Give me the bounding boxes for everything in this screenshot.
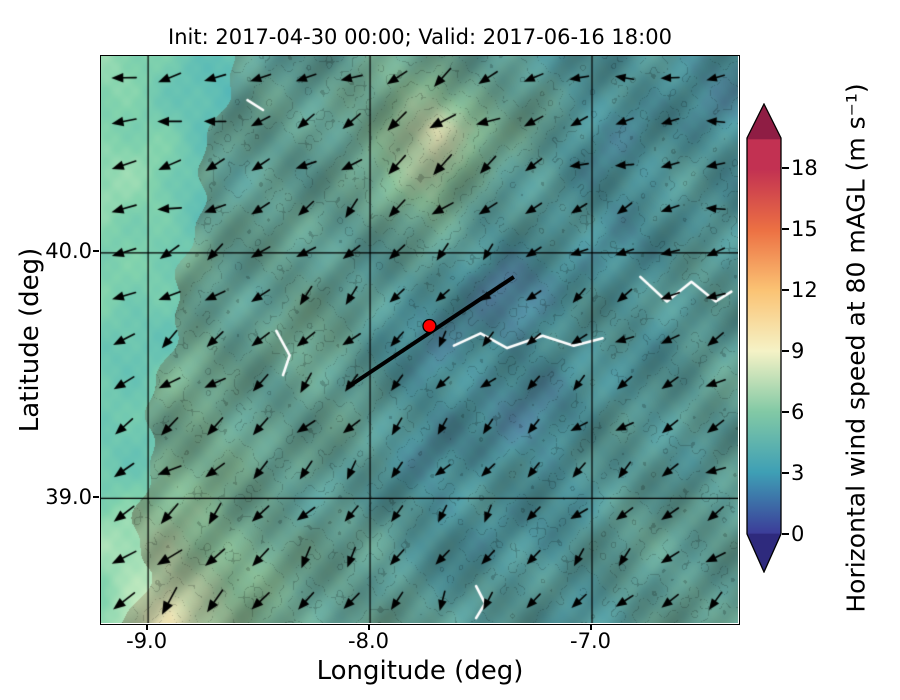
colorbar-gradient-bar xyxy=(746,103,782,573)
colorbar-tick-mark xyxy=(782,350,789,353)
colorbar-tick-label: 0 xyxy=(791,522,805,546)
x-tick-mark xyxy=(367,624,370,630)
y-tick-label: 39.0 xyxy=(45,484,92,509)
y-axis-label: Latitude (deg) xyxy=(15,247,45,433)
colorbar-tick-label: 15 xyxy=(791,217,818,242)
colorbar-extend-pentagon xyxy=(746,103,782,573)
x-tick-label: -7.0 xyxy=(570,629,611,653)
colorbar-label: Horizontal wind speed at 80 mAGL (m s⁻¹) xyxy=(841,83,871,613)
y-tick-mark xyxy=(93,495,99,498)
colorbar-tick-label: 18 xyxy=(791,156,818,181)
colorbar-tick-label: 12 xyxy=(791,278,818,303)
x-axis-label: Longitude (deg) xyxy=(316,656,524,686)
x-tick-label: -9.0 xyxy=(126,629,168,653)
colorbar-tick-mark xyxy=(782,411,789,414)
y-tick-label: 40.0 xyxy=(45,239,92,264)
colorbar-tick-label: 6 xyxy=(791,400,805,425)
colorbar-tick-mark xyxy=(782,472,789,475)
colorbar-tick-label: 3 xyxy=(791,461,805,486)
colorbar-tick-mark xyxy=(782,289,789,292)
colorbar-tick-mark xyxy=(782,228,789,231)
colorbar-tick-mark xyxy=(782,533,789,535)
colorbar-tick-mark xyxy=(782,167,789,170)
plot-title: Init: 2017-04-30 00:00; Valid: 2017-06-1… xyxy=(168,25,672,49)
site-marker xyxy=(422,318,437,334)
y-tick-mark xyxy=(93,250,99,253)
x-tick-mark xyxy=(145,624,148,630)
x-tick-mark xyxy=(589,624,592,630)
x-tick-label: -8.0 xyxy=(348,629,390,653)
colorbar-tick-label: 9 xyxy=(791,339,805,364)
map-overlay xyxy=(346,275,515,390)
map-plot-area xyxy=(100,55,740,625)
